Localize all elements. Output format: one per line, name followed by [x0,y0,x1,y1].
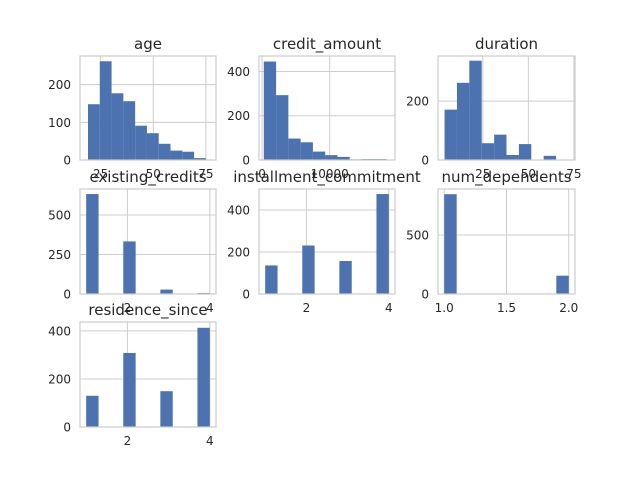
subplot-title: residence_since [88,301,207,320]
plot-area [80,322,216,427]
y-tick-label: 500 [48,209,71,223]
y-tick-label: 100 [48,116,71,130]
x-tick-label: 1.0 [435,301,454,315]
histogram-bar [265,265,277,294]
histogram-bar [86,396,98,427]
subplot-residence-since: 2 4 0 200 400 residence_since [48,301,216,448]
y-tick-label: 0 [421,154,429,168]
plot-area [259,189,395,294]
subplot-title: installment_commitment [233,168,421,187]
subplot-title: age [134,35,162,53]
histogram-bar [182,152,194,160]
histogram-bar [302,245,314,294]
histogram-bar [544,156,556,160]
histogram-bar [469,61,481,160]
y-tick-label: 200 [48,372,71,386]
histogram-bar [160,290,172,294]
histogram-bar [123,241,135,294]
y-tick-label: 200 [48,78,71,92]
histogram-bar [444,194,456,294]
histogram-bar [276,95,288,160]
histogram-bar [264,62,276,160]
histogram-bar [556,276,568,294]
histogram-bar [519,144,531,160]
y-tick-label: 0 [63,154,71,168]
y-tick-label: 400 [227,65,250,79]
y-tick-label: 200 [406,95,429,109]
y-tick-label: 0 [242,154,250,168]
subplot-title: credit_amount [273,35,381,54]
histogram-bar [313,152,325,160]
histogram-bar [288,139,300,160]
histogram-bar [507,155,519,160]
x-tick-label: 2.0 [559,301,578,315]
histogram-bar [123,353,135,427]
histogram-bar [86,194,98,294]
y-tick-label: 400 [227,204,250,218]
subplot-installment-commitment: 2 4 0 200 400 installment_commitment [227,168,421,315]
x-tick-label: 2 [303,301,311,315]
histogram-bar [457,83,469,160]
plot-area [80,189,216,294]
histogram-bar [197,328,209,427]
y-tick-label: 400 [48,324,71,338]
histogram-bar [112,93,124,160]
histogram-bar [494,135,506,160]
histogram-bar [160,391,172,427]
histogram-bar [171,151,183,160]
x-tick-label: 1.5 [497,301,516,315]
histogram-bar [339,261,351,294]
subplot-title: num_dependents [441,168,571,187]
histogram-bar [147,133,159,160]
y-tick-label: 0 [421,288,429,302]
histogram-bar [482,143,494,160]
histogram-bar [376,194,388,294]
y-tick-label: 0 [63,288,71,302]
histogram-bar [325,155,337,160]
y-tick-label: 200 [227,246,250,260]
y-tick-label: 200 [227,109,250,123]
y-tick-label: 0 [63,421,71,435]
x-tick-label: 4 [206,434,214,448]
subplot-title: existing_credits [89,168,206,187]
x-tick-label: 4 [385,301,393,315]
histogram-bar [135,126,147,160]
x-tick-label: 2 [124,434,132,448]
histogram-bar [100,61,112,160]
histogram-bar [445,110,457,160]
y-tick-label: 250 [48,248,71,262]
subplot-num-dependents: 1.0 1.5 2.0 0 500 num_dependents [406,168,578,315]
y-tick-label: 0 [242,288,250,302]
subplot-title: duration [475,35,538,53]
histogram-bar [88,104,100,160]
histogram-bar [301,142,313,160]
histogram-bar [123,101,135,160]
y-tick-label: 500 [406,228,429,242]
histogram-bar [159,144,171,160]
